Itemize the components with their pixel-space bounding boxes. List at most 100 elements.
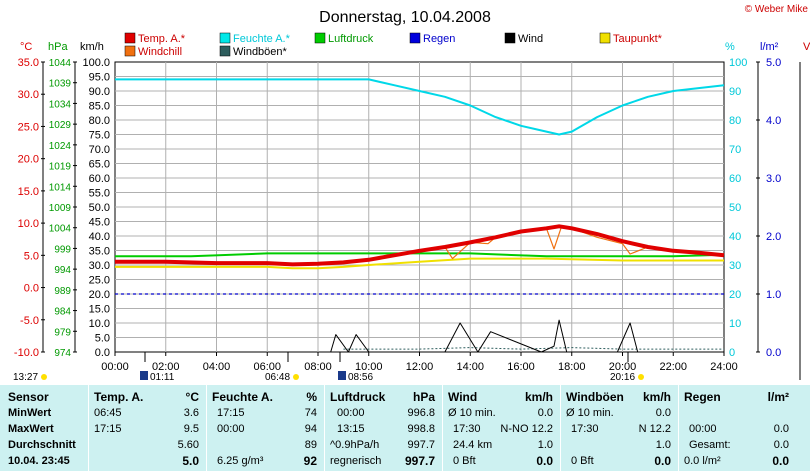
pressure-forecast: regnerisch [330, 455, 382, 467]
wind-distance: 24.4 km [453, 439, 493, 451]
y-axes: 35.0 30.0 25.0 20.0 15.0 10.0 5.0 0.0 -5.0 -10.0 1… [14, 57, 781, 359]
copyright-label: © Weber Mike [745, 4, 809, 15]
rain-unit: l/m² [767, 390, 789, 404]
humidity-tick-label: 70 [729, 144, 741, 156]
sun-icon [638, 374, 644, 380]
legend-label-taupunkt: Taupunkt* [613, 33, 663, 45]
humidity-tick-label: 30 [729, 260, 741, 272]
moon-icon [140, 371, 148, 380]
temp-current-value: 5.0 [182, 454, 199, 468]
humidity-tick-label: 10 [729, 318, 741, 330]
wind-avg-label: Ø 10 min. [448, 407, 496, 419]
x-tick-label: 02:00 [152, 361, 180, 373]
wind-mean-value: 1.0 [537, 439, 553, 451]
legend-swatch-feuchte [219, 32, 231, 44]
pressure-unit-label: hPa [48, 41, 68, 53]
wind-tick-label: 65.0 [89, 159, 110, 171]
legend-swatch-windboeen [219, 45, 231, 57]
x-tick-label: 06:00 [253, 361, 281, 373]
temp-header: Temp. A. [94, 390, 144, 404]
wind-tick-label: 55.0 [89, 188, 110, 200]
pressure-tick-label: 974 [54, 348, 71, 359]
pressure-tick-label: 984 [54, 307, 71, 318]
wind-tick-label: 90.0 [89, 86, 110, 98]
humidity-unit: % [306, 390, 317, 404]
gust-header: Windböen [566, 390, 624, 404]
humidity-tick-label: 80 [729, 115, 741, 127]
pressure-tick-label: 1014 [49, 182, 72, 193]
rain-total-value: 0.0 [773, 439, 789, 451]
pressure-max-time: 13:15 [337, 423, 365, 435]
time-marker-label: 06:48 [265, 372, 290, 383]
pressure-tick-label: 989 [54, 286, 71, 297]
legend-label-wind: Wind [518, 33, 543, 45]
temp-max-value: 9.5 [183, 423, 199, 435]
rain-max-value: 0.0 [773, 423, 789, 435]
legend-swatch-windchill [124, 45, 136, 57]
wind-tick-label: 95.0 [89, 72, 110, 84]
pressure-current-value: 997.7 [404, 454, 435, 468]
pressure-min-time: 00:00 [337, 407, 365, 419]
humidity-unit-label: % [725, 41, 735, 53]
chart-title: Donnerstag, 10.04.2008 [319, 9, 491, 26]
rain-column: Regen l/m² 00:00 0.0 Gesamt: 0.0 0.0 l/m² 0.… [679, 385, 795, 471]
rain-current-amount: 0.0 l/m² [684, 455, 721, 467]
series-temp-a [115, 224, 725, 267]
humidity-header: Feuchte A. [212, 390, 273, 404]
pressure-trend: ^0.9hPa/h [330, 439, 380, 451]
rain-unit-label: l/m² [760, 41, 779, 53]
humidity-tick-label: 100 [729, 57, 747, 69]
pressure-tick-label: 1024 [49, 141, 72, 152]
sensor-row-max: MaxWert [8, 423, 54, 435]
humidity-tick-label: 40 [729, 231, 741, 243]
temp-tick-label: 0.0 [24, 283, 39, 295]
humidity-min-value: 74 [304, 407, 317, 419]
humidity-avg-value: 89 [304, 439, 317, 451]
humidity-tick-label: 50 [729, 202, 741, 214]
pressure-tick-label: 1009 [49, 203, 72, 214]
sensor-row-min: MinWert [8, 407, 52, 419]
wind-tick-label: 75.0 [89, 130, 110, 142]
gust-current-value: 0.0 [654, 454, 671, 468]
pressure-tick-label: 1004 [49, 224, 72, 235]
series-luftdruck [115, 252, 725, 258]
pressure-column: Luftdruck hPa 00:00 996.8 13:15 998.8 ^0.9h… [325, 385, 441, 471]
rain-tick-label: 4.0 [766, 115, 781, 127]
wind-bft: 0 Bft [453, 455, 476, 467]
rain-total-label: Gesamt: [689, 439, 731, 451]
temp-column: Temp. A. °C 06:45 3.6 17:15 9.5 5.60 5.0 [89, 385, 205, 471]
rain-current-value: 0.0 [772, 454, 789, 468]
gust-max-time: 17:30 [571, 423, 599, 435]
rain-max-time: 00:00 [689, 423, 717, 435]
gust-unit: km/h [642, 390, 671, 404]
gust-avg-label: Ø 10 min. [566, 407, 614, 419]
gust-column: Windböen km/h Ø 10 min. 0.0 17:30 N 12.2 1.… [561, 385, 677, 471]
pressure-tick-label: 1029 [49, 120, 72, 131]
legend-label-regen: Regen [423, 33, 455, 45]
pressure-tick-label: 994 [54, 265, 71, 276]
temp-tick-label: 15.0 [18, 186, 39, 198]
legend-label-temp: Temp. A.* [138, 33, 186, 45]
wind-tick-label: 70.0 [89, 144, 110, 156]
time-marker-label: 08:56 [348, 372, 373, 383]
temp-tick-label: 35.0 [18, 57, 39, 69]
wind-tick-label: 100.0 [82, 57, 110, 69]
time-marker-label: 20:16 [610, 372, 635, 383]
x-tick-label: 20:00 [609, 361, 637, 373]
humidity-abs: 6.25 g/m³ [217, 455, 264, 467]
legend-label-windboeen: Windböen* [233, 46, 288, 58]
pressure-tick-label: 1034 [49, 99, 72, 110]
weather-chart: Donnerstag, 10.04.2008 © Weber Mike Temp… [13, 4, 810, 383]
gust-max-value: N 12.2 [638, 423, 671, 435]
wind-header: Wind [448, 390, 478, 404]
wind-avg-value: 0.0 [537, 407, 553, 419]
legend-swatch-regen [409, 32, 421, 44]
pressure-avg-value: 997.7 [407, 439, 435, 451]
legend-swatch-taupunkt [599, 32, 611, 44]
temp-tick-label: 25.0 [18, 121, 39, 133]
rain-tick-label: 2.0 [766, 231, 781, 243]
wind-max-value: N-NO 12.2 [500, 423, 553, 435]
rain-tick-label: 1.0 [766, 289, 781, 301]
time-markers: 13:27 01:11 06:48 08:56 20:16 [13, 352, 644, 383]
x-tick-label: 04:00 [203, 361, 231, 373]
